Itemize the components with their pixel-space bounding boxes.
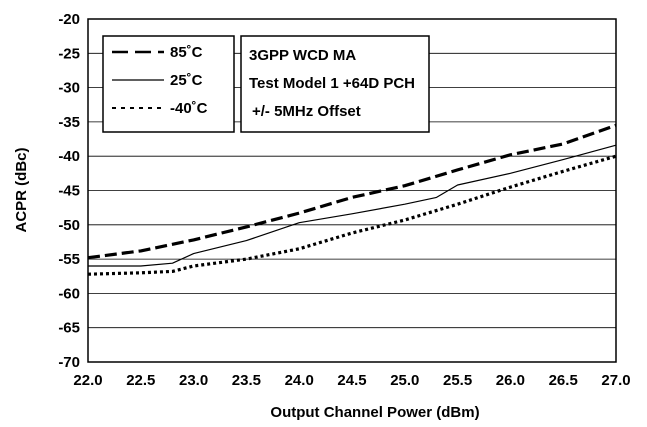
legend-label-2: 25˚C bbox=[170, 72, 203, 89]
annotation-line-2: Test Model 1 +64D PCH bbox=[249, 75, 415, 92]
y-tick-label: -60 bbox=[58, 285, 80, 302]
legend-label-1: 85˚C bbox=[170, 44, 203, 61]
x-tick-label: 26.0 bbox=[496, 372, 525, 389]
series-line-3 bbox=[87, 154, 617, 276]
legend-label-3: -40˚C bbox=[170, 100, 208, 117]
y-tick-label: -45 bbox=[58, 183, 80, 200]
series-line-1 bbox=[87, 123, 617, 260]
x-tick-label: 26.5 bbox=[549, 372, 578, 389]
y-tick-label: -65 bbox=[58, 320, 80, 337]
y-axis-label: ACPR (dBc) bbox=[13, 147, 30, 232]
x-axis-label: Output Channel Power (dBm) bbox=[270, 404, 479, 421]
series-lines bbox=[87, 123, 617, 276]
x-tick-label: 27.0 bbox=[601, 372, 630, 389]
y-tick-labels: -20 -25 -30 -35 -40 -45 -50 -55 -60 -65 -70 bbox=[58, 11, 80, 371]
x-tick-label: 24.5 bbox=[337, 372, 366, 389]
y-tick-label: -50 bbox=[58, 217, 80, 234]
y-tick-label: -25 bbox=[58, 45, 80, 62]
x-tick-label: 24.0 bbox=[285, 372, 314, 389]
y-tick-label: -30 bbox=[58, 80, 80, 97]
x-tick-labels: 22.0 22.5 23.0 23.5 24.0 24.5 25.0 25.5 26.0 26.5… bbox=[73, 372, 630, 389]
x-tick-label: 22.0 bbox=[73, 372, 102, 389]
annotation-box bbox=[240, 35, 430, 133]
series-line-2 bbox=[88, 144, 617, 267]
plot-frame bbox=[87, 18, 617, 363]
y-tick-label: -40 bbox=[58, 148, 80, 165]
x-tick-label: 25.5 bbox=[443, 372, 472, 389]
y-tick-label: -55 bbox=[58, 251, 80, 268]
x-tick-label: 23.0 bbox=[179, 372, 208, 389]
x-tick-label: 23.5 bbox=[232, 372, 261, 389]
x-tick-label: 22.5 bbox=[126, 372, 155, 389]
annotation: 3GPP WCD MA Test Model 1 +64D PCH +/- 5M… bbox=[240, 35, 430, 133]
x-tick-label: 25.0 bbox=[390, 372, 419, 389]
annotation-line-3: +/- 5MHz Offset bbox=[252, 103, 361, 120]
legend: 85˚C 25˚C -40˚C bbox=[102, 35, 235, 133]
y-tick-label: -70 bbox=[58, 354, 80, 371]
y-tick-label: -35 bbox=[58, 114, 80, 131]
legend-box bbox=[102, 35, 235, 133]
annotation-line-1: 3GPP WCD MA bbox=[249, 47, 356, 64]
y-tick-label: -20 bbox=[58, 11, 80, 28]
